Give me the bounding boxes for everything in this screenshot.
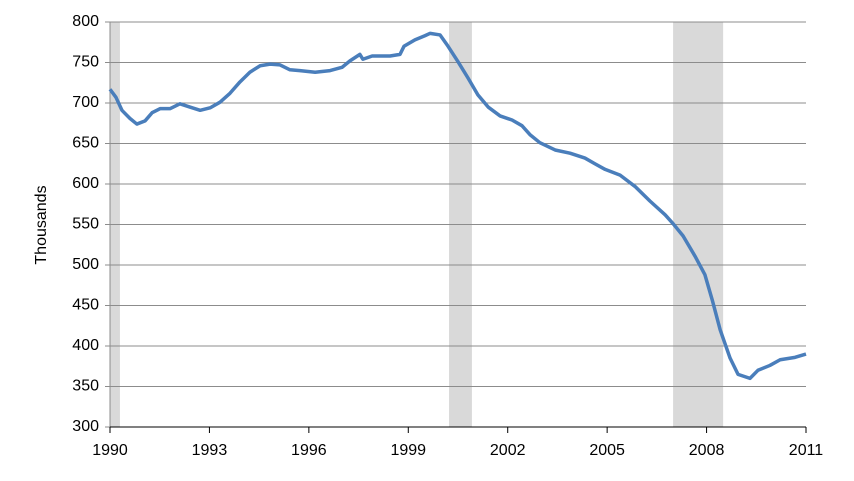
y-tick-label: 450 [72, 297, 99, 314]
x-tick-label: 2005 [589, 442, 625, 459]
x-tick-label: 2008 [689, 442, 725, 459]
x-tick-label: 2011 [789, 442, 824, 459]
y-tick-label: 550 [72, 216, 99, 233]
y-tick-label: 400 [72, 337, 99, 354]
x-tick-label: 1999 [390, 442, 426, 459]
y-tick-label: 300 [72, 418, 99, 435]
y-tick-label: 700 [72, 94, 99, 111]
y-tick-label: 750 [72, 54, 99, 71]
y-tick-label: 350 [72, 378, 99, 395]
x-tick-label: 1990 [92, 442, 128, 459]
y-tick-label: 800 [72, 13, 99, 30]
x-tick-label: 2002 [490, 442, 526, 459]
y-tick-label: 500 [72, 256, 99, 273]
y-tick-label: 600 [72, 175, 99, 192]
data-line [108, 31, 807, 381]
y-tick-label: 650 [72, 135, 99, 152]
x-tick-label: 1993 [192, 442, 228, 459]
y-axis-label: Thousands [33, 185, 50, 264]
x-tick-label: 1996 [291, 442, 327, 459]
